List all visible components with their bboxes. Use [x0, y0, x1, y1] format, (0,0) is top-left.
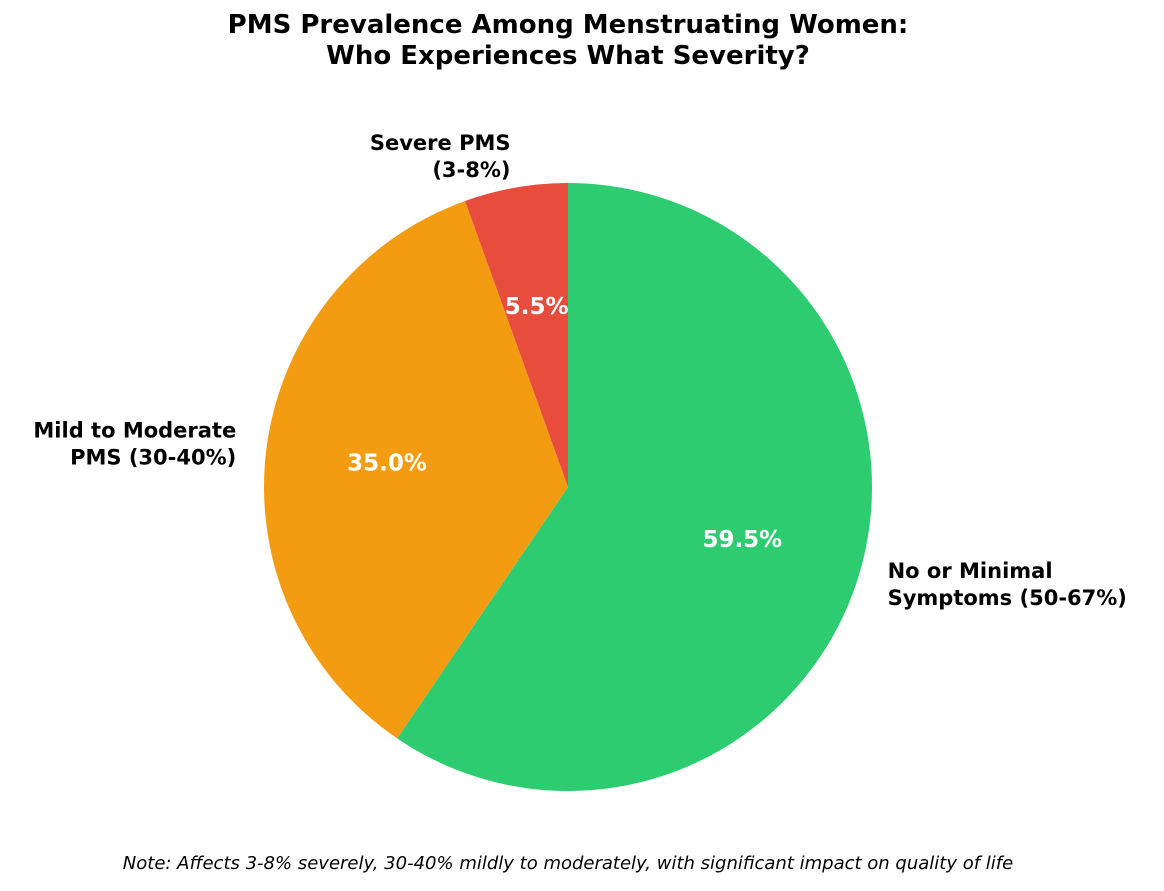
slice-label-line-mild-to-moderate-pms-30-40-2: PMS (30-40%) [70, 446, 236, 470]
chart-title-line-2: Who Experiences What Severity? [326, 41, 810, 71]
chart-title: PMS Prevalence Among Menstruating Women:… [0, 10, 1136, 72]
slice-label-severe-pms-3-8: Severe PMS (3-8%) [370, 131, 511, 182]
slice-label-line-severe-pms-3-8-2: (3-8%) [432, 158, 510, 182]
slice-label-mild-to-moderate-pms-30-40: Mild to Moderate PMS (30-40%) [33, 419, 236, 470]
pie-slice-no-or-minimal-symptoms-50-67 [397, 183, 872, 791]
slice-label-line-no-or-minimal-symptoms-50-67-1: No or Minimal [888, 559, 1053, 583]
pie-slice-mild-to-moderate-pms-30-40 [264, 200, 568, 739]
pct-label-no-or-minimal-symptoms-50-67: 59.5% [702, 527, 782, 553]
chart-note: Note: Affects 3-8% severely, 30-40% mild… [122, 853, 1014, 874]
chart-title-line-1: PMS Prevalence Among Menstruating Women: [227, 10, 909, 40]
slice-label-no-or-minimal-symptoms-50-67: No or Minimal Symptoms (50-67%) [888, 559, 1127, 610]
pct-label-severe-pms-3-8: 5.5% [505, 294, 569, 320]
pct-label-mild-to-moderate-pms-30-40: 35.0% [347, 451, 427, 477]
slice-label-line-severe-pms-3-8-1: Severe PMS [370, 131, 511, 155]
pie-slice-severe-pms-3-8 [465, 183, 568, 487]
slice-label-line-mild-to-moderate-pms-30-40-1: Mild to Moderate [33, 419, 236, 443]
slice-label-line-no-or-minimal-symptoms-50-67-2: Symptoms (50-67%) [888, 586, 1127, 610]
